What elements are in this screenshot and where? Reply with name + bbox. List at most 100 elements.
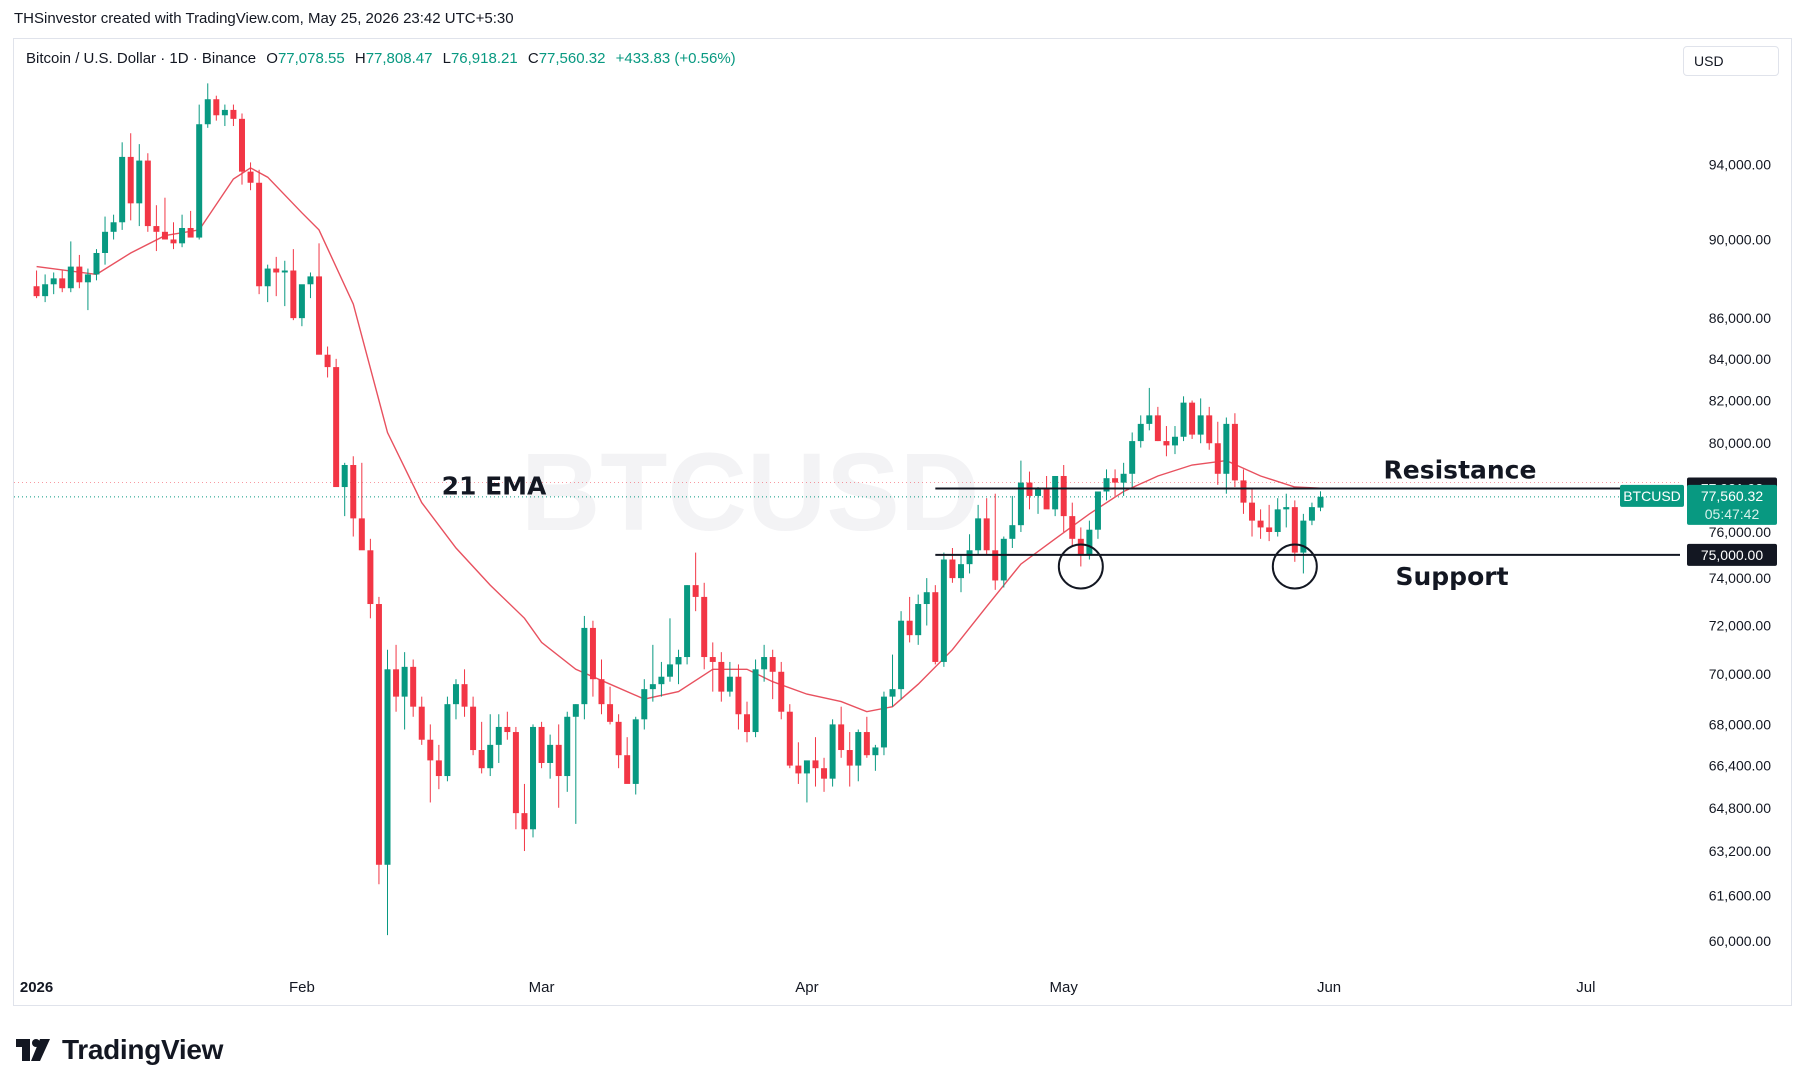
candle-body — [273, 268, 280, 273]
tradingview-logo-icon — [16, 1039, 50, 1061]
candle-body — [375, 604, 382, 865]
candle-body — [786, 711, 793, 766]
candle-body — [906, 620, 913, 636]
open-value: 77,078.55 — [277, 50, 345, 67]
close-label: C — [527, 50, 539, 67]
candle-body — [615, 721, 622, 756]
candle-body — [1043, 489, 1050, 510]
y-tick-label: 66,400.00 — [1709, 758, 1771, 774]
candle-body — [393, 669, 400, 697]
candle-body — [504, 726, 511, 733]
candle-body — [153, 226, 160, 232]
candle-body — [119, 156, 126, 223]
candle-body — [744, 714, 751, 733]
y-tick-label: 61,600.00 — [1709, 887, 1771, 903]
candle-body — [384, 669, 391, 865]
candle-body — [1060, 475, 1067, 517]
candle-body — [161, 231, 168, 240]
x-tick-label: Feb — [289, 979, 315, 996]
candle-body — [975, 518, 982, 551]
candle-body — [59, 278, 66, 289]
candle-body — [1223, 423, 1230, 474]
support-price-tag — [1687, 543, 1777, 566]
candle-body — [795, 765, 802, 774]
candle-body — [1146, 415, 1153, 424]
candle-body — [752, 669, 759, 733]
x-tick-label: Jun — [1317, 979, 1341, 996]
candle-body — [76, 266, 83, 283]
close-value: 77,560.32 — [538, 50, 606, 67]
candle-body — [110, 222, 117, 232]
candle-body — [170, 239, 177, 244]
candle-body — [67, 266, 74, 289]
last-price-value: 77,560.32 — [1701, 488, 1763, 504]
candle-body — [281, 270, 288, 273]
candle-body — [1069, 516, 1076, 539]
candle-body — [136, 160, 143, 204]
candle-body — [1103, 478, 1110, 492]
candle-body — [521, 813, 528, 830]
candle-body — [264, 268, 271, 287]
candle-body — [1231, 423, 1238, 481]
candle-body — [1249, 502, 1256, 521]
low-label: L — [442, 50, 451, 67]
candle-body — [838, 724, 845, 751]
candle-body — [512, 732, 519, 814]
candle-body — [1000, 538, 1007, 581]
candle-body — [572, 704, 579, 717]
candle-body — [196, 124, 203, 238]
candle-body — [204, 99, 211, 125]
currency-button[interactable]: USD — [1683, 46, 1779, 76]
candle-body — [93, 252, 100, 275]
candle-body — [1052, 475, 1059, 510]
y-tick-label: 63,200.00 — [1709, 843, 1771, 859]
symbol-tag — [1620, 484, 1684, 507]
candle-body — [880, 696, 887, 748]
open-label: O — [266, 50, 278, 67]
candle-body — [983, 518, 990, 551]
symbol-legend: Bitcoin / U.S. Dollar · 1D · Binance O77… — [26, 50, 736, 67]
candle-body — [803, 760, 810, 774]
low-value: 76,918.21 — [450, 50, 518, 67]
chart-credit: THSinvestor created with TradingView.com… — [14, 10, 514, 27]
candle-body — [538, 726, 545, 763]
x-tick-label: Mar — [529, 979, 555, 996]
support-price-tag-text: 75,000.00 — [1701, 547, 1763, 563]
tradingview-brand[interactable]: TradingView — [16, 1034, 223, 1066]
candle-body — [213, 99, 220, 116]
candle-body — [581, 627, 588, 705]
y-tick-label: 94,000.00 — [1709, 156, 1771, 172]
candle-body — [495, 726, 502, 745]
symbol-title[interactable]: Bitcoin / U.S. Dollar · 1D · Binance — [26, 50, 257, 67]
candle-body — [316, 276, 323, 355]
candle-body — [410, 666, 417, 707]
candle-body — [367, 550, 374, 605]
candle-body — [1189, 402, 1196, 435]
candle-body — [692, 585, 699, 597]
candle-body — [624, 755, 631, 784]
candle-body — [1154, 415, 1161, 442]
candle-body — [1317, 496, 1324, 508]
high-value: 77,808.47 — [365, 50, 433, 67]
candle-body — [487, 744, 494, 769]
candle-body — [555, 744, 562, 777]
candle-body — [1009, 525, 1016, 539]
candle-body — [1206, 415, 1213, 444]
candle-body — [718, 661, 725, 692]
candle-body — [418, 706, 425, 740]
last-price-tag — [1687, 484, 1777, 525]
candle-body — [341, 465, 348, 488]
y-tick-label: 68,000.00 — [1709, 716, 1771, 732]
candle-body — [898, 620, 905, 690]
candle-body — [940, 559, 947, 662]
candle-body — [735, 676, 742, 715]
candle-body — [1266, 527, 1273, 532]
candle-body — [778, 671, 785, 712]
y-tick-label: 86,000.00 — [1709, 310, 1771, 326]
chart-area[interactable] — [13, 38, 1792, 1006]
candle-body — [812, 760, 819, 769]
candle-body — [769, 657, 776, 672]
candle-body — [872, 747, 879, 756]
high-label: H — [354, 50, 366, 67]
